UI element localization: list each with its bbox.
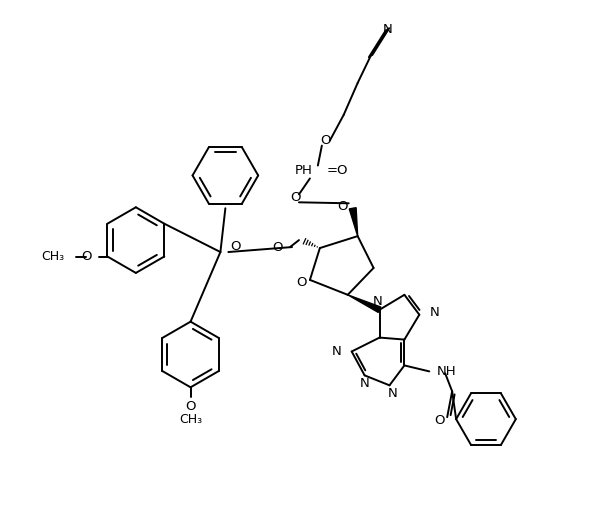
Text: O: O [273,240,283,254]
Text: CH₃: CH₃ [42,250,65,263]
Text: N: N [360,377,369,390]
Text: N: N [373,295,382,308]
Text: NH: NH [437,365,457,378]
Text: =O: =O [327,164,348,177]
Text: O: O [320,134,331,147]
Text: O: O [434,414,445,427]
Text: N: N [383,23,392,36]
Polygon shape [348,295,381,312]
Text: O: O [81,250,91,263]
Text: O: O [297,277,307,290]
Text: N: N [429,306,439,319]
Text: O: O [186,400,196,413]
Text: O: O [291,191,301,204]
Polygon shape [349,208,358,236]
Text: N: N [388,387,398,400]
Text: CH₃: CH₃ [179,413,202,426]
Text: O: O [230,239,240,253]
Text: PH: PH [295,164,313,177]
Text: N: N [332,345,342,358]
Text: O: O [337,200,348,213]
